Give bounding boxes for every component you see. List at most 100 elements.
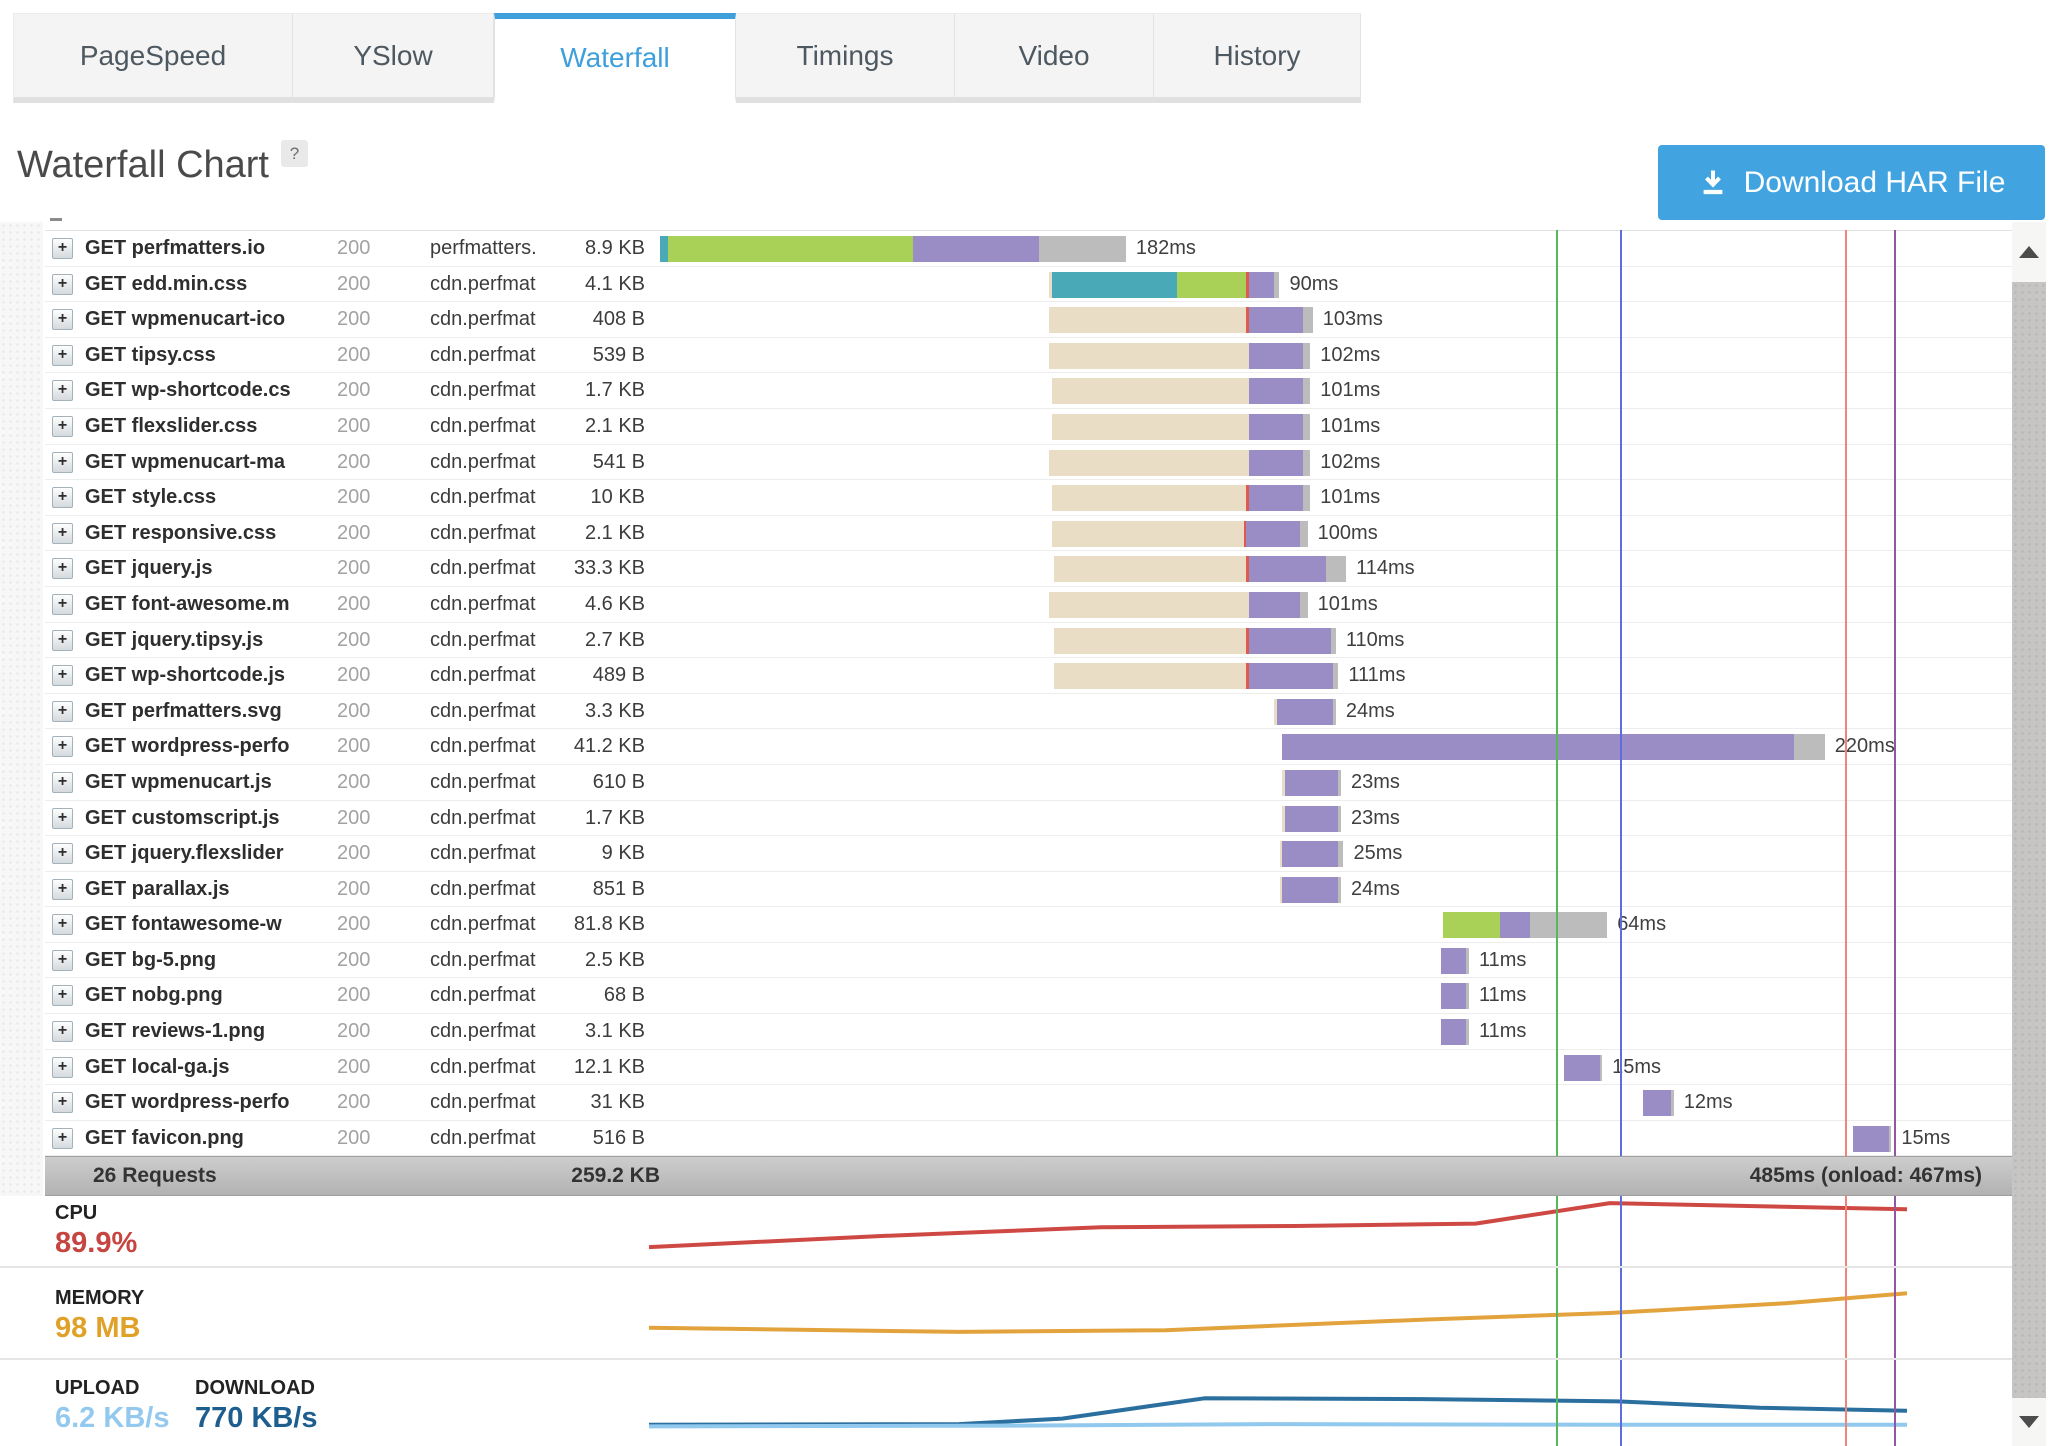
request-timing-bar[interactable] (1054, 663, 1339, 690)
request-timing-bar[interactable] (660, 236, 1126, 262)
expander-icon[interactable]: + (52, 380, 73, 402)
request-timing-bar[interactable] (1054, 556, 1347, 583)
expander-icon[interactable]: + (52, 1127, 73, 1149)
request-timing-bar[interactable] (1054, 627, 1336, 654)
request-timing-bar[interactable] (1049, 271, 1280, 298)
waterfall-row[interactable]: + GET font-awesome.m 200 cdn.perfmat 4.6 KB 1… (45, 586, 2012, 623)
waterfall-row[interactable]: + GET jquery.tipsy.js 200 cdn.perfmat 2.7 KB… (45, 622, 2012, 659)
request-domain: cdn.perfmat (430, 628, 536, 651)
request-timing-bar[interactable] (1051, 520, 1308, 547)
expander-icon[interactable]: + (52, 522, 73, 544)
expander-icon[interactable]: + (52, 843, 73, 865)
expander-icon[interactable]: + (52, 1021, 73, 1043)
expander-icon[interactable]: + (52, 451, 73, 473)
waterfall-row[interactable]: + GET fontawesome-w 200 cdn.perfmat 81.8 KB 6… (45, 907, 2012, 943)
waterfall-row[interactable]: + GET wpmenucart.js 200 cdn.perfmat 610 B 23m… (45, 764, 2012, 801)
scrollbar-thumb[interactable] (2012, 282, 2046, 1398)
request-timing-bar[interactable] (1852, 1125, 1892, 1152)
request-domain: cdn.perfmat (430, 984, 536, 1007)
request-name: GET favicon.png (85, 1126, 244, 1149)
waterfall-row[interactable]: + GET responsive.css 200 cdn.perfmat 2.1 KB 1… (45, 515, 2012, 552)
waterfall-row[interactable]: + GET parallax.js 200 cdn.perfmat 851 B 24ms (45, 871, 2012, 908)
request-domain: cdn.perfmat (430, 343, 536, 366)
expander-icon[interactable]: + (52, 771, 73, 793)
expander-icon[interactable]: + (52, 629, 73, 651)
request-timing-bar[interactable] (1563, 1054, 1603, 1081)
scroll-up-button[interactable] (2012, 222, 2046, 282)
waterfall-row[interactable]: + GET flexslider.css 200 cdn.perfmat 2.1 KB 1… (45, 408, 2012, 445)
request-timing-bar[interactable] (1279, 876, 1341, 903)
expander-icon[interactable]: + (52, 665, 73, 687)
waterfall-row[interactable]: + GET wordpress-perfo 200 cdn.perfmat 41.2 K… (45, 729, 2012, 765)
request-timing-bar[interactable] (1643, 1090, 1674, 1117)
tab-timings[interactable]: Timings (736, 13, 955, 103)
waterfall-row[interactable]: + GET wp-shortcode.js 200 cdn.perfmat 489 B 1… (45, 658, 2012, 694)
expander-icon[interactable]: + (52, 344, 73, 366)
tab-waterfall[interactable]: Waterfall (494, 13, 736, 103)
scroll-down-button[interactable] (2012, 1398, 2046, 1446)
expander-icon[interactable]: + (52, 985, 73, 1007)
request-timing-bar[interactable] (1440, 983, 1469, 1010)
request-timing-bar[interactable] (1051, 485, 1311, 512)
request-timing-bar[interactable] (1440, 1019, 1469, 1046)
request-timing-bar[interactable] (1049, 342, 1311, 369)
waterfall-row[interactable]: + GET wp-shortcode.cs 200 cdn.perfmat 1.7 KB… (45, 373, 2012, 409)
waterfall-row[interactable]: + GET customscript.js 200 cdn.perfmat 1.7 KB… (45, 800, 2012, 837)
bar-segment-blocking (1049, 271, 1052, 298)
bar-segment-receive (1338, 876, 1341, 903)
waterfall-row[interactable]: + GET nobg.png 200 cdn.perfmat 68 B 11ms (45, 978, 2012, 1015)
vertical-scrollbar[interactable] (2012, 222, 2046, 1446)
expander-icon[interactable]: + (52, 558, 73, 580)
expander-icon[interactable]: + (52, 949, 73, 971)
download-har-button[interactable]: Download HAR File (1658, 145, 2045, 220)
request-timing-bar[interactable] (1282, 805, 1341, 832)
request-timing-bar[interactable] (1049, 449, 1311, 476)
expander-icon[interactable]: + (52, 593, 73, 615)
waterfall-row[interactable]: + GET jquery.js 200 cdn.perfmat 33.3 KB 114ms (45, 551, 2012, 587)
request-timing-bar[interactable] (1051, 378, 1311, 405)
request-timing-bar[interactable] (1282, 734, 1825, 761)
expander-icon[interactable]: + (52, 309, 73, 331)
expander-icon[interactable]: + (52, 273, 73, 295)
expander-icon[interactable]: + (52, 415, 73, 437)
expander-icon[interactable]: + (52, 700, 73, 722)
expander-icon[interactable]: + (52, 1092, 73, 1114)
request-timing-bar[interactable] (1443, 912, 1608, 939)
waterfall-row[interactable]: + GET bg-5.png 200 cdn.perfmat 2.5 KB 11ms (45, 942, 2012, 979)
help-icon[interactable]: ? (281, 140, 308, 167)
expander-icon[interactable]: + (52, 736, 73, 758)
waterfall-row[interactable]: + GET style.css 200 cdn.perfmat 10 KB 101ms (45, 480, 2012, 516)
expander-icon[interactable]: + (52, 1056, 73, 1078)
request-timing-bar[interactable] (1282, 769, 1341, 796)
request-timing-bar[interactable] (1049, 307, 1313, 334)
bar-segment-wait (1248, 449, 1303, 476)
request-domain: cdn.perfmat (430, 770, 536, 793)
waterfall-row[interactable]: + GET favicon.png 200 cdn.perfmat 516 B 15ms (45, 1120, 2012, 1157)
waterfall-row[interactable]: + GET wordpress-perfo 200 cdn.perfmat 31 KB 1… (45, 1085, 2012, 1121)
tab-pagespeed[interactable]: PageSpeed (13, 13, 293, 103)
expander-icon[interactable]: + (52, 914, 73, 936)
request-timing-bar[interactable] (1440, 947, 1469, 974)
request-timing-bar[interactable] (1279, 841, 1344, 868)
tab-video[interactable]: Video (955, 13, 1154, 103)
waterfall-row[interactable]: + GET wpmenucart-ico 200 cdn.perfmat 408 B 10… (45, 302, 2012, 338)
waterfall-row[interactable]: + GET wpmenucart-ma 200 cdn.perfmat 541 B 102… (45, 444, 2012, 481)
waterfall-row[interactable]: + GET perfmatters.io 200 perfmatters. 8.9 KB… (45, 231, 2012, 267)
waterfall-row[interactable]: + GET jquery.flexslider 200 cdn.perfmat 9 KB… (45, 836, 2012, 872)
waterfall-row[interactable]: + GET local-ga.js 200 cdn.perfmat 12.1 KB 15m… (45, 1049, 2012, 1086)
expander-icon[interactable]: + (52, 238, 73, 259)
expander-icon[interactable]: + (52, 487, 73, 509)
request-timing-bar[interactable] (1049, 591, 1308, 618)
expander-icon[interactable]: + (52, 878, 73, 900)
bar-segment-send (1246, 485, 1249, 512)
waterfall-row[interactable]: + GET perfmatters.svg 200 cdn.perfmat 3.3 KB… (45, 693, 2012, 730)
waterfall-row[interactable]: + GET edd.min.css 200 cdn.perfmat 4.1 KB 90ms (45, 266, 2012, 303)
waterfall-row[interactable]: + GET reviews-1.png 200 cdn.perfmat 3.1 KB 11… (45, 1014, 2012, 1050)
tab-history[interactable]: History (1154, 13, 1361, 103)
request-timing-bar[interactable] (1051, 413, 1311, 440)
tab-yslow[interactable]: YSlow (293, 13, 494, 103)
request-size: 851 B (592, 877, 645, 900)
expander-icon[interactable]: + (52, 807, 73, 829)
request-timing-bar[interactable] (1274, 698, 1336, 725)
waterfall-row[interactable]: + GET tipsy.css 200 cdn.perfmat 539 B 102ms (45, 337, 2012, 374)
